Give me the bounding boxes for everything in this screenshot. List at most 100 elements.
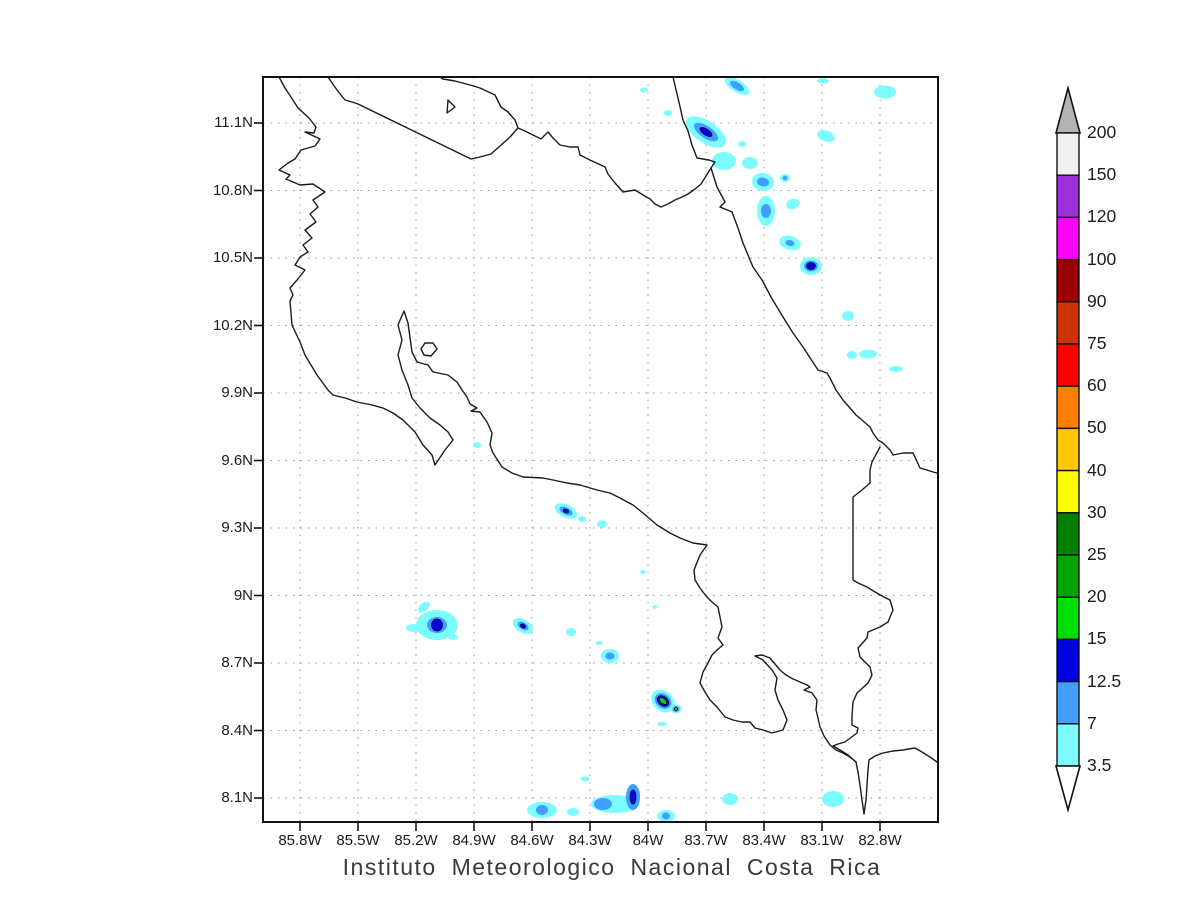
colorbar-label: 7 [1087,712,1097,733]
coastline [278,76,938,815]
colorbar-segment [1056,680,1080,725]
coastline [672,76,938,474]
plot-frame [262,76,939,823]
x-axis-label: 83.1W [800,832,844,849]
x-axis-label: 83.7W [684,832,728,849]
precip-cell [520,623,526,629]
precip-cell [431,618,443,632]
y-axis-label: 8.1N [221,789,253,806]
colorbar-segment [1056,596,1080,641]
precip-cell [595,641,603,645]
colorbar-segment [1056,174,1080,219]
colorbar-segment [1056,343,1080,387]
precip-cell [757,177,769,187]
precip-cell [640,570,646,574]
y-axis-label: 10.5N [212,249,253,266]
precip-cell [652,605,658,609]
precip-cell [536,805,548,815]
precip-cell [578,516,586,522]
precip-cell [729,80,745,92]
colorbar-label: 75 [1087,333,1107,353]
colorbar-segment [1056,723,1080,767]
precip-cell [822,791,844,807]
precip-cell [738,141,746,147]
precip-cell [629,789,637,805]
precip-cell [782,176,788,180]
x-axis-label: 85.8W [278,832,322,849]
y-axis-label: 11.1N [214,114,253,131]
precip-cell [699,127,713,137]
coastline [327,76,519,160]
colorbar-label: 40 [1087,459,1107,480]
colorbar-label: 120 [1087,206,1117,227]
mask-left [0,0,263,900]
x-axis-label: 84.3W [568,832,612,849]
precip-cell [817,78,829,84]
precip-cell [662,812,670,820]
precip-cell [406,624,422,632]
precip-cell [657,722,667,726]
colorbar-label: 90 [1087,290,1107,311]
colorbar-segment [1056,512,1080,556]
x-axis-label: 82.8W [858,832,902,849]
x-axis-label: 83.4W [742,832,786,849]
x-axis-label: 85.2W [394,832,438,849]
y-axis-label: 8.4N [221,721,253,739]
colorbar-label: 60 [1087,375,1107,396]
colorbar-label: 20 [1087,586,1107,607]
precip-cell [567,808,579,816]
x-axis-label: 84.9W [452,832,496,849]
colorbar-label: 150 [1087,164,1117,185]
precip-cell [874,85,896,99]
precip-cell [640,87,648,93]
colorbar-segment [1056,132,1080,176]
y-axis-label: 9.9N [221,384,253,401]
colorbar-arrow-down [1054,765,1082,814]
precip-cell [722,793,738,805]
precip-cell [785,239,795,247]
precip-cell [658,697,668,705]
island-outline [446,99,456,114]
precip-cell [742,157,758,169]
y-axis-label: 9N [233,586,253,604]
y-axis-label: 9.6N [221,451,253,469]
y-axis-label: 10.2N [212,316,253,334]
colorbar-segment [1056,216,1080,261]
precip-cell [566,628,576,636]
precip-cell [847,351,857,359]
colorbar-segment [1056,385,1080,430]
precip-cell [594,798,612,810]
precip-cell [418,601,430,613]
colorbar-segment [1056,258,1080,303]
x-axis-label: 85.5W [336,832,380,849]
colorbar-segment [1056,427,1080,472]
island-outline [420,342,438,357]
precip-cell [859,349,877,359]
mask-right [938,0,1040,900]
colorbar-segment [1056,638,1080,683]
precip-cell [761,204,771,218]
precip-cell [889,366,903,372]
footer-credit: Instituto Meteorologico Nacional Costa R… [342,854,882,880]
x-axis-label: 84W [632,832,664,849]
colorbar-label: 25 [1087,544,1107,564]
precip-cell [712,152,736,170]
colorbar-label: 3.5 [1087,755,1112,775]
precip-cell [562,508,570,514]
colorbar-label: 100 [1087,248,1117,269]
precip-cell [597,520,607,528]
precip-cell [842,311,854,321]
precip-cell [674,707,678,711]
colorbar-arrow-up [1054,84,1082,134]
coastline [517,127,712,208]
colorbar-label: 30 [1087,501,1107,522]
precip-cell [817,129,835,143]
colorbar-segment [1056,301,1080,345]
y-axis-label: 10.8N [212,181,253,199]
precip-cell [605,652,615,660]
colorbar-label: 50 [1087,417,1107,438]
colorbar-segment [1056,469,1080,514]
colorbar-label: 15 [1087,628,1107,649]
x-axis-label: 84.6W [510,832,554,849]
